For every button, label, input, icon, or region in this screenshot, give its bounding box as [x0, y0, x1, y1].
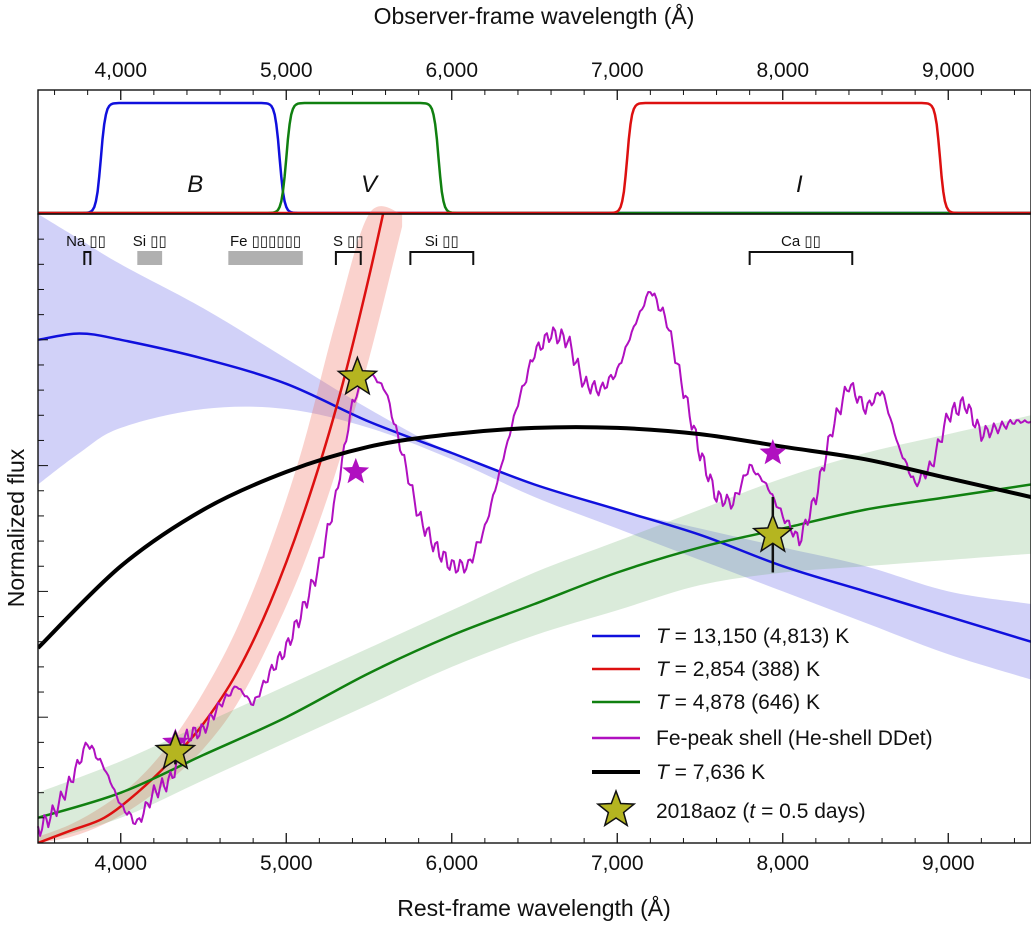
bottom-ticks [54, 833, 1015, 843]
band-t-13-150-4-813-k [38, 214, 1031, 680]
bottom-tick-label: 9,000 [922, 852, 975, 875]
bottom-tick-label: 8,000 [756, 852, 809, 875]
y-ticks [38, 238, 48, 819]
legend: T = 13,150 (4,813) K T = 2,854 (388) K T… [592, 625, 933, 828]
line-id-bracket [334, 251, 362, 265]
filter-label-b: B [187, 171, 203, 198]
filter-curves [38, 101, 1031, 215]
series-t-4-878-646-k [38, 483, 1031, 819]
filter-label-v: V [361, 171, 379, 198]
series-fe-peak-shell-he-shell-ddet [37, 291, 1031, 837]
bottom-tick-label: 7,000 [591, 852, 644, 875]
model-star-icon [342, 457, 370, 484]
line-id-label: S ▯▯ [333, 233, 364, 250]
top-tick-label: 8,000 [756, 59, 809, 82]
series-lines [37, 214, 1031, 843]
line-id-bracket [748, 251, 854, 265]
line-id-bracket [83, 251, 92, 265]
model-star-icon [759, 439, 787, 465]
band-t-2-854-388-k [38, 206, 403, 844]
legend-label-blue: T = 13,150 (4,813) K [656, 625, 849, 648]
filter-label-i: I [796, 171, 803, 198]
line-identifications: Na ▯▯ Si ▯▯ Fe ▯▯▯▯▯▯ S ▯▯ Si ▯▯ Ca ▯▯ [66, 233, 854, 265]
series-t-7-636-k [38, 425, 1031, 650]
legend-label-green: T = 4,878 (646) K [656, 691, 820, 714]
top-tick-label: 4,000 [94, 59, 147, 82]
top-axis-title: Observer-frame wavelength (Å) [374, 2, 695, 29]
line-id-label: Na ▯▯ [66, 233, 106, 250]
line-id-label: Si ▯▯ [133, 233, 167, 250]
legend-label-black: T = 7,636 K [656, 761, 765, 784]
uncertainty-bands [38, 206, 1031, 844]
bottom-tick-label: 6,000 [425, 852, 478, 875]
top-tick-label: 6,000 [425, 59, 478, 82]
line-id-shade [228, 251, 303, 265]
plot-frame [37, 213, 1031, 844]
data-markers [154, 355, 794, 770]
top-tick-labels: 4,000 5,000 6,000 7,000 8,000 9,000 [94, 59, 974, 82]
legend-star-icon [595, 788, 637, 828]
line-id-bracket [409, 251, 475, 265]
line-id-label: Fe ▯▯▯▯▯▯ [230, 233, 301, 250]
observation-star-icon [154, 729, 197, 770]
filter-curve-i [38, 101, 1031, 215]
top-tick-label: 9,000 [922, 59, 975, 82]
observation-star-icon [751, 512, 794, 553]
x-axis-title: Rest-frame wavelength (Å) [397, 894, 671, 921]
series-t-13-150-4-813-k [38, 332, 1031, 643]
filter-panel: B V I [38, 101, 1031, 215]
top-tick-label: 7,000 [591, 59, 644, 82]
bottom-tick-label: 5,000 [260, 852, 313, 875]
band-t-4-878-646-k [38, 415, 1031, 843]
bottom-tick-label: 4,000 [94, 852, 147, 875]
y-axis-title: Normalized flux [3, 448, 29, 607]
top-tick-label: 5,000 [260, 59, 313, 82]
line-id-label: Si ▯▯ [425, 233, 459, 250]
legend-label-magenta: Fe-peak shell (He-shell DDet) [656, 727, 933, 750]
series-t-2-854-388-k [38, 214, 385, 843]
legend-star-shape [595, 788, 637, 828]
bottom-tick-labels: 4,000 5,000 6,000 7,000 8,000 9,000 [94, 852, 974, 875]
line-id-shade [137, 251, 163, 265]
observation-star-icon [336, 355, 379, 396]
main-plot: Na ▯▯ Si ▯▯ Fe ▯▯▯▯▯▯ S ▯▯ Si ▯▯ Ca ▯▯ [37, 206, 1031, 844]
top-ticks [54, 90, 1015, 100]
line-id-label: Ca ▯▯ [781, 233, 821, 250]
legend-label-red: T = 2,854 (388) K [656, 658, 820, 681]
legend-label-observation: 2018aoz (t = 0.5 days) [656, 800, 866, 823]
